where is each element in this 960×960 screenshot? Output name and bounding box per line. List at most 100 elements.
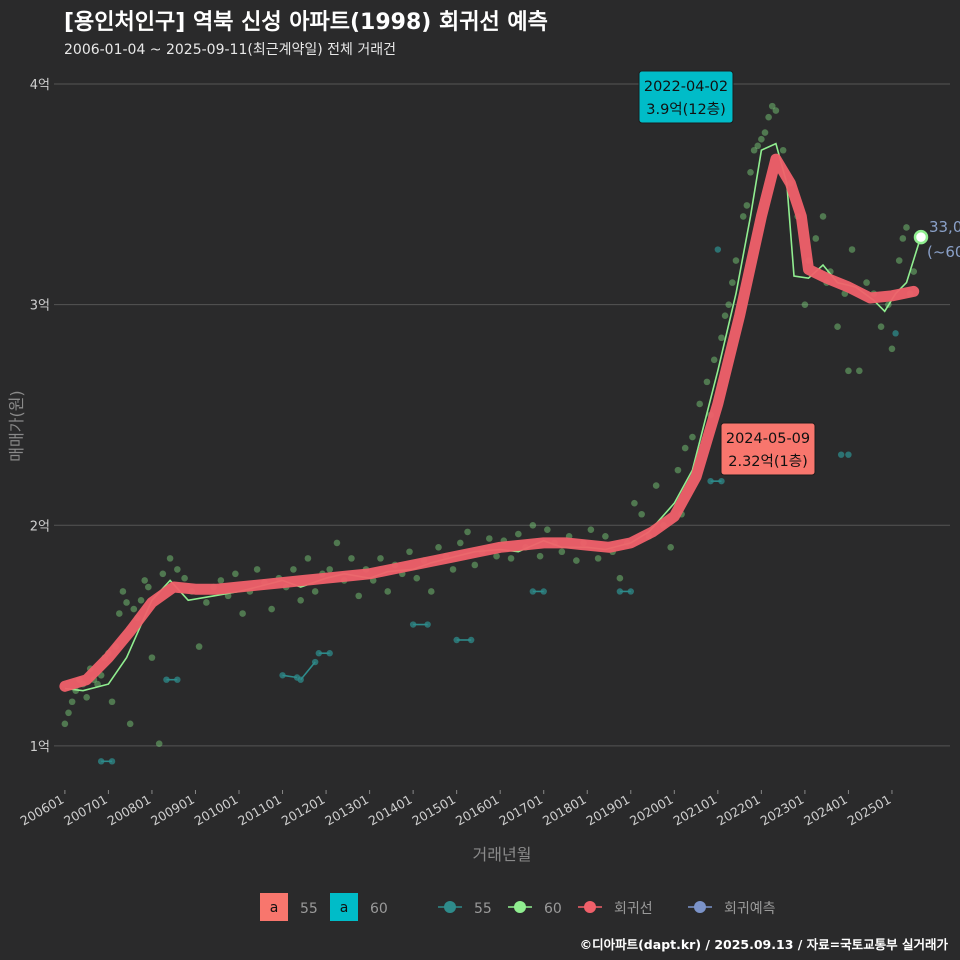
x-tick-label: 201401 (366, 792, 415, 829)
data-point-60 (710, 356, 718, 364)
legend-dot (694, 901, 706, 913)
data-point-60 (779, 146, 787, 154)
x-tick-label: 202501 (845, 792, 894, 829)
data-point-55 (279, 672, 286, 679)
data-point-60 (631, 499, 638, 507)
data-point-60 (681, 444, 689, 452)
data-point-60 (464, 528, 471, 536)
data-point-60 (594, 555, 602, 562)
data-point-55 (326, 650, 333, 657)
data-point-60 (856, 367, 863, 375)
data-point-60 (311, 588, 319, 595)
legend-label-name: 55 (300, 901, 318, 917)
data-point-60 (115, 610, 123, 617)
data-point-60 (130, 605, 138, 613)
data-point-60 (435, 544, 442, 551)
data-point-60 (61, 720, 69, 728)
legend-line-name: 회귀예측 (724, 901, 776, 917)
data-point-60 (123, 599, 130, 606)
annotation-min: 2024-05-09 2.32억(1층) (720, 422, 816, 476)
data-point-60 (507, 555, 515, 562)
data-point-60 (718, 334, 725, 342)
data-point-60 (297, 596, 304, 604)
data-point-60 (377, 555, 384, 562)
data-point-55 (453, 636, 460, 644)
legend-line-name: 55 (474, 901, 492, 917)
page-subtitle: 2006-01-04 ~ 2025-09-11(최근계약일) 전체 거래건 (64, 42, 396, 58)
data-point-55 (315, 650, 323, 657)
data-point-60 (253, 566, 261, 573)
data-point-60 (384, 588, 392, 595)
legend-label-swatch (260, 893, 288, 921)
data-point-60 (725, 301, 733, 308)
x-tick-label: 202001 (627, 792, 676, 829)
annotation-max-box (638, 70, 734, 124)
last-point-marker (913, 229, 929, 245)
data-point-55 (97, 758, 105, 765)
x-tick-label: 202401 (801, 792, 850, 829)
data-point-55 (467, 636, 475, 644)
data-point-60 (819, 213, 827, 220)
y-axis-title: 매매가(원) (7, 390, 26, 461)
x-tick-label: 201701 (496, 792, 545, 829)
y-tick-label: 4억 (30, 78, 50, 93)
trend-line-60 (64, 142, 922, 692)
data-point-55 (174, 676, 181, 683)
data-point-55 (409, 621, 417, 628)
x-tick-label: 201301 (322, 792, 371, 829)
legend-label-name: 60 (370, 901, 388, 917)
data-point-60 (772, 107, 780, 114)
data-point-55 (627, 588, 634, 595)
x-tick-label: 200901 (148, 792, 197, 829)
data-point-60 (587, 526, 595, 533)
data-point-55 (707, 477, 714, 485)
data-point-60 (355, 592, 363, 600)
data-point-60 (126, 720, 134, 728)
data-point-60 (148, 654, 156, 661)
data-point-55 (837, 451, 845, 458)
data-point-60 (573, 557, 580, 564)
data-point-60 (848, 246, 856, 253)
data-point-60 (137, 596, 145, 604)
data-point-55 (108, 758, 116, 765)
data-point-55 (714, 246, 722, 253)
data-point-60 (834, 323, 841, 331)
data-point-60 (703, 378, 711, 386)
data-point-60 (413, 574, 421, 582)
data-point-60 (217, 577, 225, 584)
data-point-55 (892, 330, 899, 337)
data-point-60 (529, 521, 537, 529)
last-point-area: (~60㎡) (927, 243, 960, 261)
data-point-60 (758, 135, 765, 143)
data-point-60 (119, 588, 127, 595)
data-point-60 (739, 213, 747, 220)
data-point-55 (297, 676, 304, 683)
data-point-60 (181, 574, 188, 582)
data-point-60 (333, 539, 341, 547)
data-point-60 (65, 709, 72, 717)
data-point-55 (311, 658, 319, 666)
data-point-60 (888, 345, 896, 353)
data-point-60 (348, 555, 355, 562)
data-point-55 (424, 621, 431, 628)
data-point-55 (616, 588, 624, 595)
data-point-60 (232, 570, 239, 578)
x-tick-label: 201001 (192, 792, 241, 829)
data-point-60 (427, 588, 435, 595)
annotation-min-box (720, 422, 816, 476)
data-point-60 (536, 552, 544, 560)
data-point-55 (163, 676, 170, 683)
data-point-60 (721, 312, 729, 319)
x-tick-label: 201901 (583, 792, 632, 829)
data-point-55 (529, 588, 537, 595)
annotation-min-price: 2.32억(1층) (728, 453, 808, 470)
data-point-60 (515, 530, 522, 538)
annotation-max: 2022-04-02 3.9억(12층) (638, 70, 734, 124)
data-point-60 (290, 566, 297, 573)
data-point-60 (602, 533, 609, 540)
data-point-60 (903, 224, 910, 231)
data-point-60 (471, 561, 479, 569)
data-point-60 (761, 129, 769, 136)
annotation-min-date: 2024-05-09 (726, 431, 810, 447)
data-point-60 (638, 510, 645, 518)
